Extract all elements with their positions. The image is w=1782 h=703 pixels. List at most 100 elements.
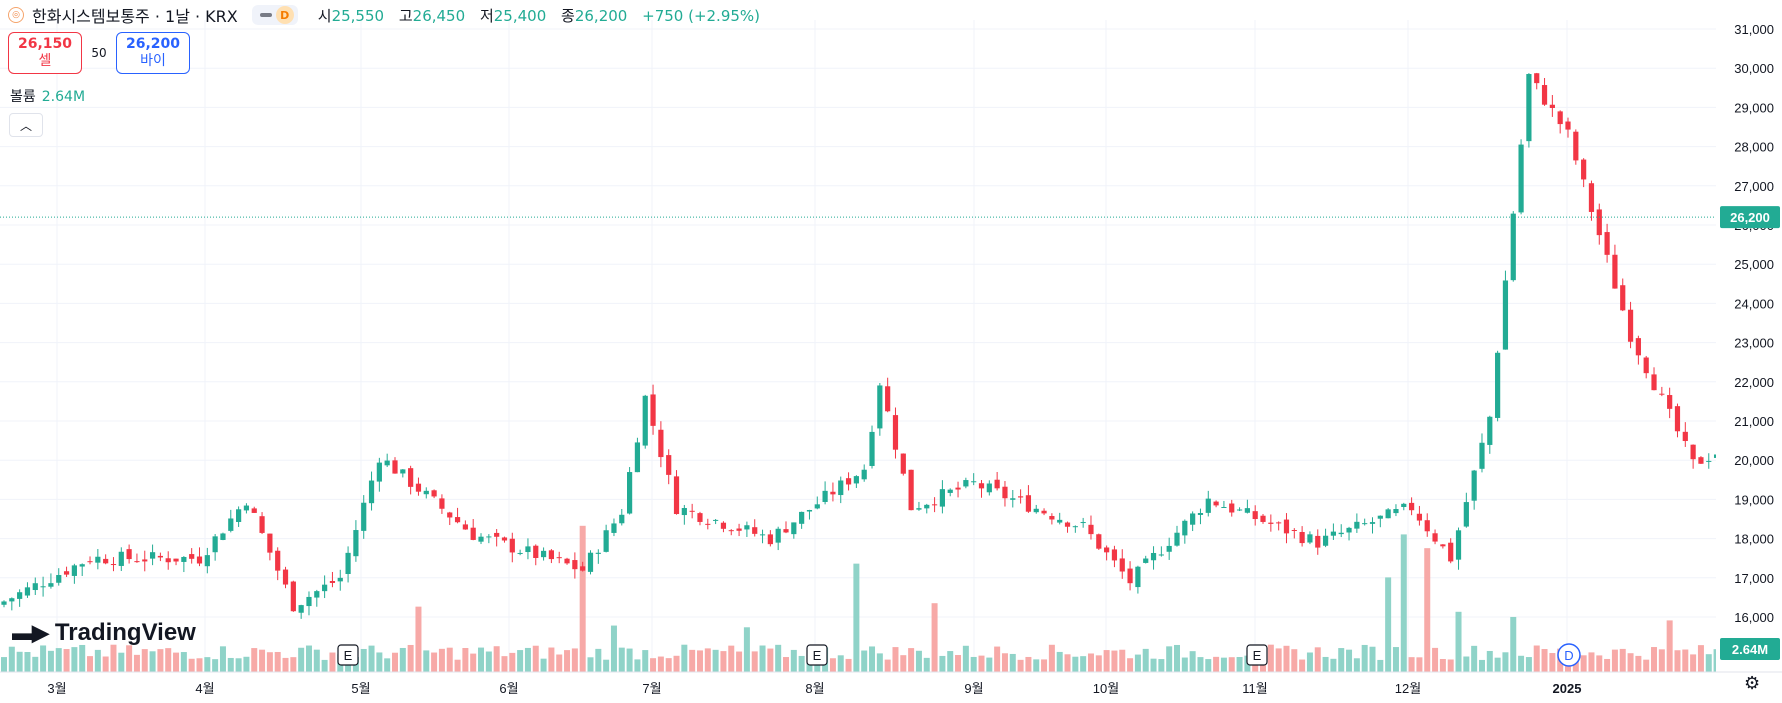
volume-bar: [1604, 658, 1611, 672]
candle-body: [1299, 532, 1305, 544]
candle-body: [1659, 393, 1665, 395]
sell-button[interactable]: 26,150 셀: [8, 32, 82, 74]
candle-body: [1549, 104, 1555, 108]
candle-body: [978, 483, 985, 489]
candle-body: [431, 490, 437, 497]
volume-bars: [1, 525, 1782, 672]
time-tick-label: 11월: [1242, 681, 1267, 696]
earnings-marker-label: E: [344, 648, 353, 663]
volume-bar: [274, 651, 281, 672]
volume-bar: [1166, 646, 1173, 672]
volume-bar: [915, 650, 922, 672]
candle-body: [908, 469, 914, 511]
volume-bar: [743, 627, 750, 672]
candle-body: [110, 564, 117, 566]
candle-body: [1541, 85, 1548, 105]
volume-bar: [962, 645, 969, 672]
candle-body: [1627, 309, 1634, 342]
candle-body: [791, 522, 797, 535]
candle-body: [1588, 183, 1595, 212]
candle-body: [1518, 144, 1524, 213]
volume-bar: [87, 656, 94, 672]
price-axis[interactable]: 16,000 17,000 18,000 19,000 20,000 21,000 22,0…: [1716, 0, 1782, 703]
candle-body: [236, 509, 242, 522]
candle-body: [939, 489, 945, 507]
volume-bar: [689, 649, 696, 672]
settings-gear-icon[interactable]: ⚙: [1744, 673, 1761, 694]
price-tick-label: 27,000: [1734, 179, 1774, 194]
volume-bar: [1330, 658, 1337, 672]
volume-bar: [501, 656, 508, 672]
candle-body: [1463, 502, 1469, 527]
candle-body: [1315, 535, 1321, 548]
dividend-marker[interactable]: [1557, 643, 1581, 667]
time-tick-label: 8월: [805, 681, 824, 696]
candle-body: [971, 481, 977, 483]
candle-body: [900, 453, 906, 474]
volume-bar: [454, 659, 461, 672]
candle-body: [204, 555, 210, 567]
time-axis[interactable]: 3월 4월 5월 6월 7월 8월 9월 10월 11월 12월 2025: [0, 671, 1782, 703]
candle-body: [540, 550, 547, 558]
volume-bar: [1087, 653, 1094, 672]
candle-body: [1135, 566, 1141, 588]
time-tick-label: 2025: [1553, 681, 1582, 696]
candle-body: [1174, 532, 1180, 546]
candle-body: [1197, 512, 1204, 515]
earnings-marker[interactable]: [806, 644, 828, 666]
volume-bar: [1041, 659, 1048, 672]
candle-body: [470, 527, 476, 540]
price-tick-label: 29,000: [1734, 100, 1774, 115]
ohlc-values: 시25,550 고26,450 저25,400 종26,200 +750 (+2…: [318, 5, 760, 26]
earnings-marker[interactable]: [1246, 644, 1268, 666]
volume-bar: [1588, 652, 1595, 672]
volume-bar: [790, 649, 797, 672]
volume-bar: [728, 645, 735, 672]
candle-body: [955, 487, 961, 490]
volume-bar: [876, 653, 883, 672]
volume-bar: [1174, 644, 1180, 672]
company-logo-icon: ◎: [8, 7, 24, 23]
tradingview-watermark[interactable]: ▬▶ TradingView: [12, 619, 196, 647]
volume-bar: [595, 648, 602, 672]
earnings-marker[interactable]: [337, 644, 359, 666]
volume-bar: [157, 649, 164, 672]
candle-body: [759, 534, 766, 536]
candle-body: [752, 527, 758, 534]
volume-bar: [1447, 659, 1454, 672]
candle-body: [697, 513, 703, 522]
market-status-pill[interactable]: D: [251, 5, 298, 25]
volume-bar: [955, 655, 962, 672]
volume-bar: [1510, 616, 1517, 672]
symbol-legend[interactable]: ◎ 한화시스템보통주 · 1날 · KRX D 시25,550 고26,450 …: [8, 3, 760, 27]
volume-badge-text: 2.64M: [1732, 642, 1768, 657]
volume-bar: [55, 648, 62, 672]
volume-bar: [71, 647, 78, 672]
volume-bar: [618, 647, 625, 672]
symbol-title[interactable]: 한화시스템보통주 · 1날 · KRX: [32, 7, 238, 26]
candle-body: [1667, 395, 1673, 409]
volume-bar: [180, 652, 187, 672]
candle-body: [1057, 519, 1063, 523]
buy-button[interactable]: 26,200 바이: [116, 32, 190, 74]
candle-body: [1002, 486, 1008, 499]
volume-bar: [1119, 649, 1126, 672]
volume-bar: [446, 647, 453, 672]
collapse-legend-button[interactable]: ︿: [9, 113, 43, 137]
volume-bar: [947, 651, 954, 672]
time-tick-label: 5월: [351, 681, 370, 696]
open-label: 시: [317, 6, 332, 25]
candle-body: [1158, 554, 1164, 556]
candle-body: [1143, 558, 1149, 563]
volume-bar: [884, 659, 891, 672]
volume-bar: [673, 655, 680, 672]
price-tick-label: 20,000: [1734, 453, 1774, 468]
candle-body: [1010, 498, 1016, 500]
volume-legend[interactable]: 볼륨 2.64M: [10, 86, 85, 106]
candle-body: [994, 479, 1000, 489]
candle-body: [1440, 544, 1446, 547]
candle-body: [118, 551, 124, 566]
candle-body: [306, 596, 312, 607]
